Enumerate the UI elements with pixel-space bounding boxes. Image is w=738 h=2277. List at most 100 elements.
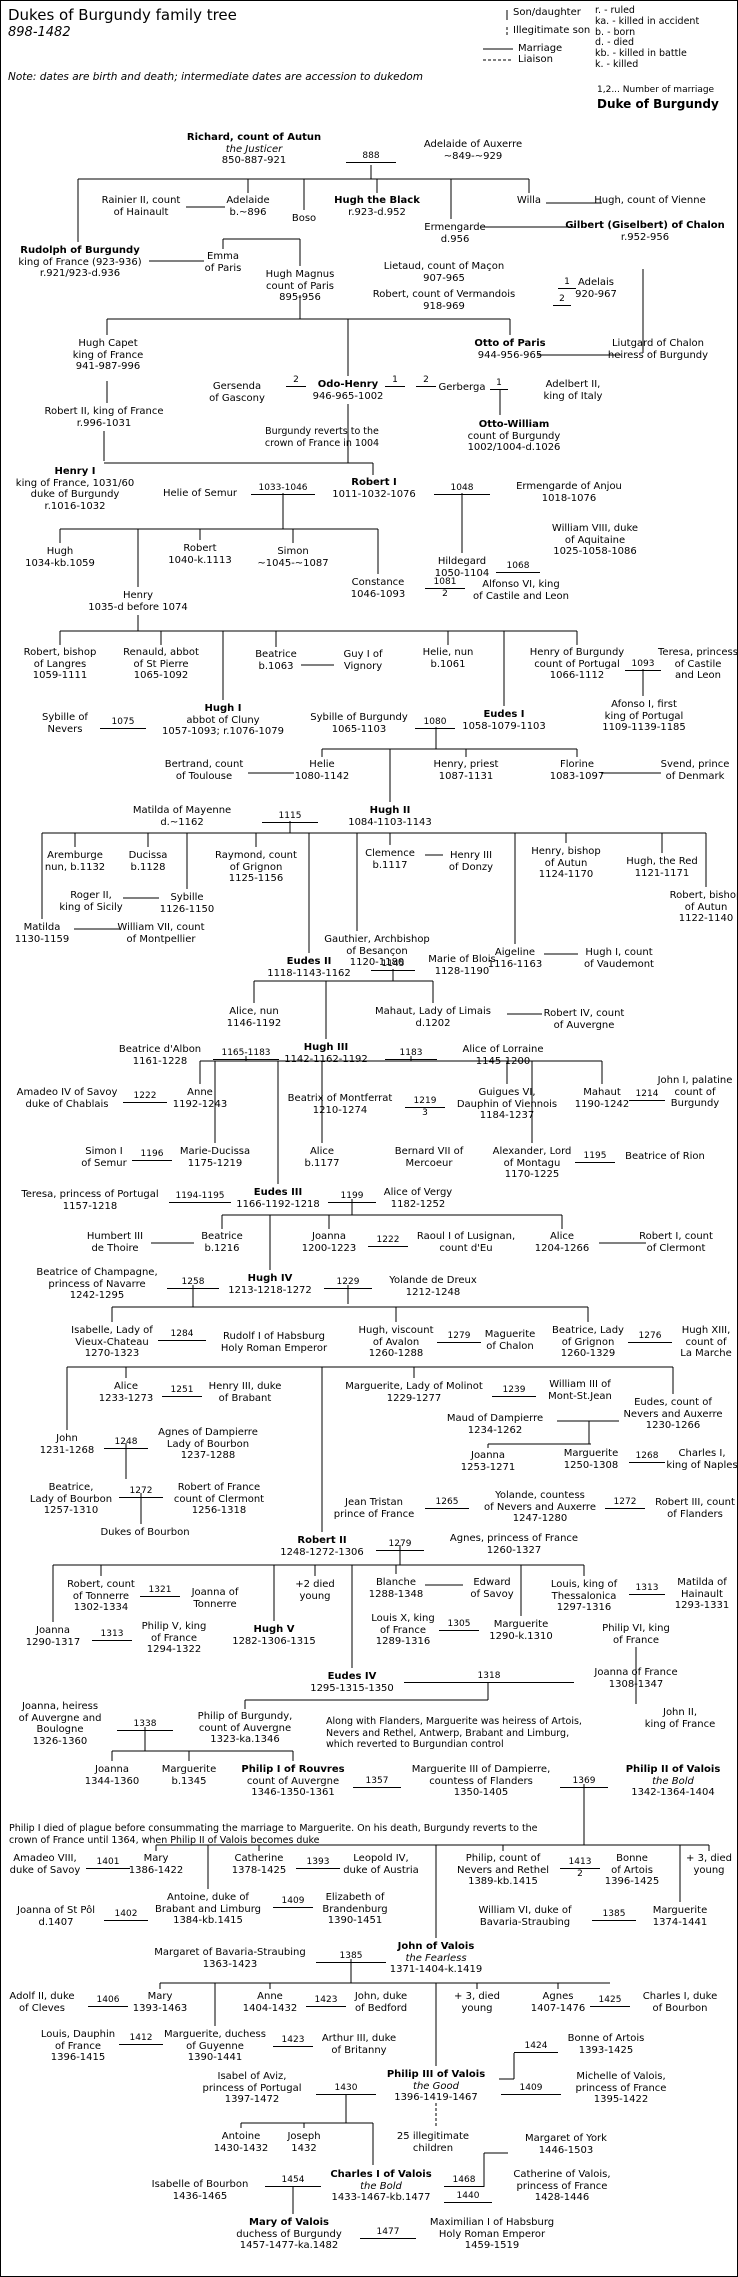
tree-node: Charles I, king of Naples [666,1448,738,1471]
tree-node: John 1231-1268 [39,1433,95,1456]
tree-node: Beatrice b.1063 [255,649,297,672]
tree-node: Emma of Paris [204,251,242,274]
marriage-year-label: 1 [558,277,576,289]
tree-node: +2 died young [295,1579,335,1602]
tree-node: Eudes I 1058-1079-1103 [462,709,546,732]
marriage-year-label: 1279 [437,1331,481,1343]
tree-node: Philip III of Valois the Good 1396-1419-14… [386,2069,486,2103]
tree-node: Joseph 1432 [287,2131,321,2154]
tree-node: Gerberga [438,382,486,393]
tree-node: Marguerite 1290-k.1310 [489,1619,553,1642]
marriage-year-label: 1318 [404,1671,574,1683]
tree-node: Renauld, abbot of St Pierre 1065-1092 [123,647,199,681]
tree-node: Philip I died of plague before consummat… [9,1823,538,1846]
marriage-year-label: 1265 [425,1497,469,1509]
tree-node: Mahaut 1190-1242 [574,1087,630,1110]
tree-node: Isabelle of Bourbon 1436-1465 [151,2179,249,2202]
tree-node: Afonso I, first king of Portugal 1109-1139… [602,699,686,733]
marriage-year-label: 1468 [444,2175,484,2187]
marriage-year-label: 1321 [140,1585,180,1597]
tree-node: Ermengarde d.956 [424,222,486,245]
tree-node: Anne 1404-1432 [242,1991,298,2014]
tree-node: Sybille of Burgundy 1065-1103 [310,712,408,735]
marriage-year-label: 1279 [376,1539,424,1551]
marriage-year-label: 1214 [629,1089,665,1101]
tree-node: Henry 1035-d before 1074 [88,590,188,613]
tree-node: Elizabeth of Brandenburg 1390-1451 [322,1892,388,1926]
tree-node: Adolf II, duke of Cleves [9,1991,75,2014]
tree-node: Henry of Burgundy count of Portugal 1066-1… [529,647,625,681]
tree-node: Henry, priest 1087-1131 [433,759,499,782]
tree-node: Joanna 1253-1271 [460,1450,516,1473]
marriage-year-label: 1258 [167,1277,219,1289]
tree-node: Eudes II 1118-1143-1162 [267,956,351,979]
tree-node: Marguerite III of Dampierre, countess of … [411,1764,551,1798]
marriage-year-label: 1385 [592,1909,636,1921]
tree-node: Leopold IV, duke of Austria [343,1853,419,1876]
legend-abbreviations: r. - ruled ka. - killed in accident b. -… [595,5,700,70]
tree-node: Matilda of Hainault 1293-1331 [674,1577,730,1611]
tree-node: Philip of Burgundy, count of Auvergne 1323… [197,1711,293,1745]
tree-node: Alexander, Lord of Montagu 1170-1225 [492,1146,572,1180]
marriage-year-label: 2 [286,375,306,387]
tree-node: Marguerite, Lady of Molinot 1229-1277 [345,1381,483,1404]
tree-node: Yolande de Dreux 1212-1248 [389,1275,477,1298]
tree-node: Philip, count of Nevers and Rethel 1389-kb… [456,1853,550,1887]
marriage-year-label: 1272 [605,1497,645,1509]
marriage-year-label: 1385 [316,1951,386,1963]
tree-node: Hugh IV 1213-1218-1272 [228,1273,312,1296]
legend-marriage-label: Marriage [518,43,563,54]
tree-node: Maximilian I of Habsburg Holy Roman Emper… [429,2217,555,2251]
tree-node: Amadeo VIII, duke of Savoy [9,1853,81,1876]
tree-node: Philip VI, king of France [602,1623,670,1646]
tree-node: Hugh, the Red 1121-1171 [626,856,698,879]
tree-node: Alice b.1177 [304,1146,340,1169]
tree-node: Guy I of Vignory [343,649,383,672]
tree-node: Blanche 1288-1348 [368,1577,424,1600]
marriage-year-label: 1412 [119,2033,163,2045]
tree-node: Maguerite of Chalon [484,1329,536,1352]
tree-node: John, duke of Bedford [354,1991,408,2014]
tree-node: Hugh XIII, count of La Marche [680,1325,732,1359]
tree-node: Helie, nun b.1061 [422,647,474,670]
marriage-year-label: 888 [346,151,396,163]
marriage-year-label: 1425 [590,1995,630,2007]
marriage-year-label: 1196 [132,1149,172,1161]
tree-node: Hugh Capet king of France 941-987-996 [72,338,144,372]
tree-node: Alice, nun 1146-1192 [226,1006,282,1029]
tree-node: Margaret of York 1446-1503 [525,2133,607,2156]
tree-node: John II, king of France [644,1707,716,1730]
tree-node: Matilda 1130-1159 [14,922,70,945]
tree-node: Robert I, count of Clermont [639,1231,713,1254]
tree-node: Robert of France count of Clermont 1256-13… [173,1482,265,1516]
tree-node: Liutgard of Chalon heiress of Burgundy [607,338,709,361]
marriage-year-label: 1401 [86,1857,130,1869]
tree-node: Gauthier, Archbishop of Besançon 1120-1180 [324,934,430,968]
tree-node: Sybille of Nevers [42,712,88,735]
marriage-year-label: 1165-1183 [213,1048,279,1060]
marriage-year-label: 1075 [100,717,146,729]
tree-node: Joanna 1344-1360 [84,1764,140,1787]
marriage-year-label: 1424 [514,2041,558,2053]
tree-node: Gilbert (Giselbert) of Chalon r.952-956 [565,220,725,243]
tree-node: 25 illegitimate children [396,2131,470,2154]
tree-node: Yolande, countess of Nevers and Auxerre 12… [484,1490,596,1524]
tree-node: William VI, duke of Bavaria-Straubing [478,1905,572,1928]
tree-node: Svend, prince of Denmark [660,759,730,782]
marriage-year-label: 1313 [629,1583,665,1595]
tree-node: Robert II 1248-1272-1306 [280,1535,364,1558]
marriage-year-label: 1080 [415,717,455,729]
legend-liaison-label: Liaison [518,54,553,65]
marriage-year-label: 1033-1046 [251,483,315,495]
tree-node: Adelbert II, king of Italy [543,379,603,402]
tree-node: Adelais 920-967 [575,277,617,300]
tree-node: John I, palatine count of Burgundy [657,1075,733,1109]
marriage-year-label: 1183 [385,1048,437,1060]
marriage-year-label: 1413 2 [560,1857,600,1879]
legend-marriage-number-note: 1,2... Number of marriage [597,85,715,95]
marriage-year-label: 1272 [119,1486,163,1498]
tree-node: Mary of Valois duchess of Burgundy 1457-14… [236,2217,342,2251]
